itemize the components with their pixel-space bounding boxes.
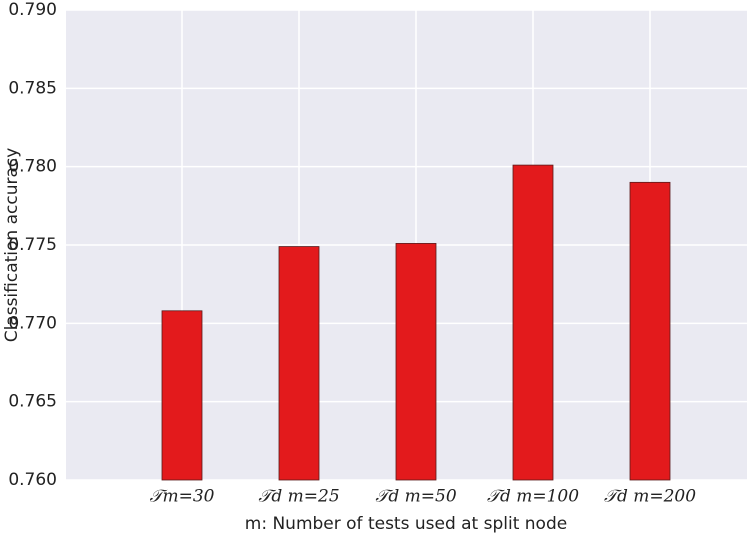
y-tick-label: 0.765 [8, 392, 57, 412]
bar [629, 181, 671, 481]
x-axis-label: m: Number of tests used at split node [245, 514, 567, 534]
x-tick-label: 𝒯m=30 [149, 487, 214, 507]
x-tick-label: 𝒯d m=200 [604, 487, 696, 507]
x-tick-label: 𝒯d m=100 [487, 487, 579, 507]
y-tick-label: 0.790 [8, 0, 57, 20]
y-tick-label: 0.785 [8, 78, 57, 98]
y-tick-label: 0.780 [8, 157, 57, 177]
bar [395, 243, 437, 481]
bar [161, 310, 203, 481]
x-tick-label: 𝒯d m=50 [375, 487, 456, 507]
y-axis-label: Classification accuracy [2, 148, 22, 343]
y-tick-label: 0.770 [8, 313, 57, 333]
x-tick-label: 𝒯d m=25 [258, 487, 339, 507]
y-tick-label: 0.775 [8, 235, 57, 255]
bar [512, 164, 554, 481]
y-tick-label: 0.760 [8, 470, 57, 490]
bar [278, 246, 320, 481]
